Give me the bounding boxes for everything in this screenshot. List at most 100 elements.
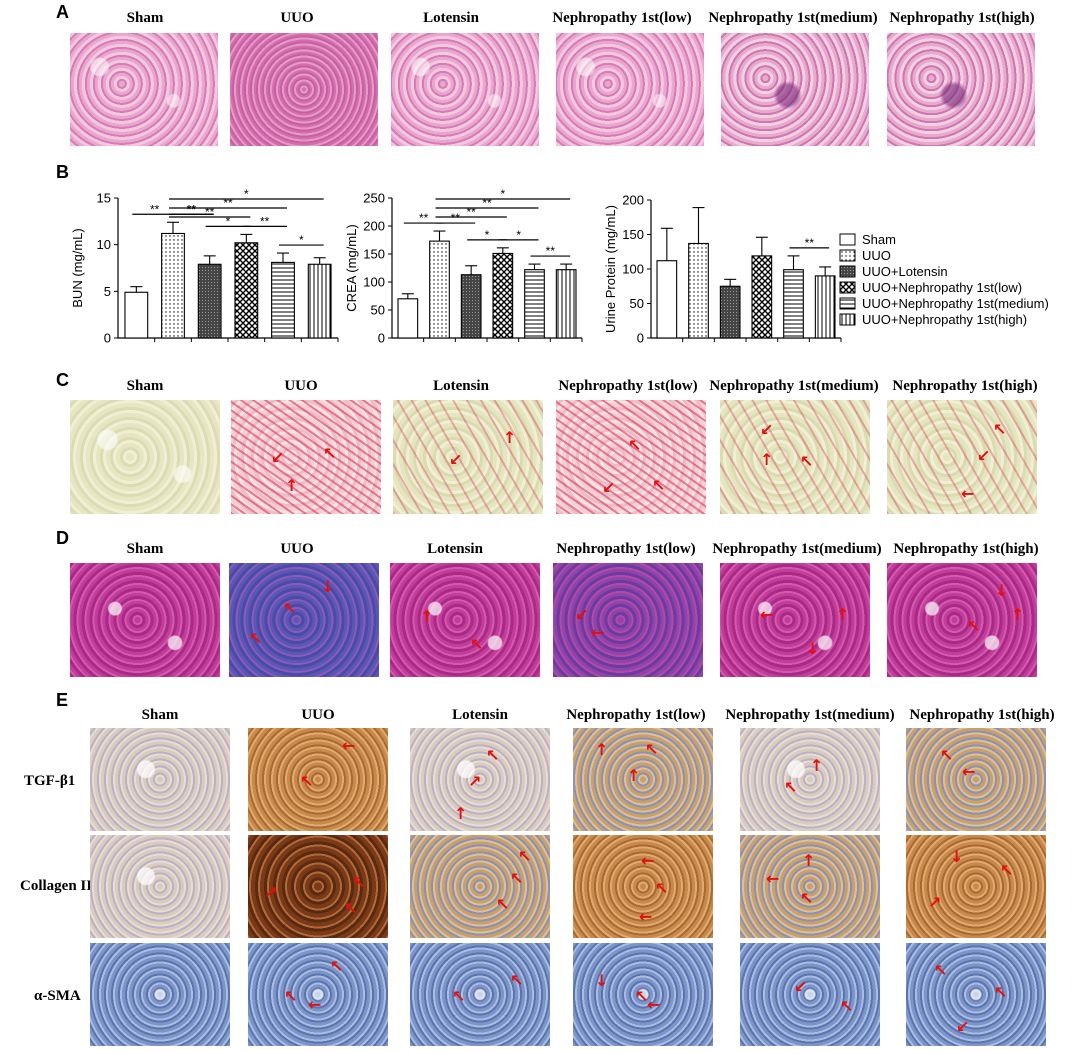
panel-c-title-low: Nephropathy 1st(low) [558, 378, 698, 394]
red-arrow-icon: ↓ [995, 581, 1009, 600]
legend-swatch [839, 313, 856, 326]
panel-label-d: D [56, 528, 69, 548]
red-arrow-icon: ↖ [452, 987, 466, 1006]
y-tick-label: 5 [104, 284, 111, 299]
significance-label: ** [546, 244, 556, 258]
micrograph-e-col-lotensin: ↖ ↖ ↖ [410, 835, 550, 938]
significance-label: ** [150, 202, 160, 216]
micrograph-e-sma-lotensin: ↖ ↖ [410, 943, 550, 1046]
red-arrow-icon: ↑ [595, 740, 609, 759]
micrograph-e-col-high: ↓ ↖ ↗ [906, 835, 1046, 938]
y-tick-label: 100 [363, 275, 385, 290]
panel-d-title-low: Nephropathy 1st(low) [556, 541, 696, 557]
significance-label: ** [223, 196, 233, 210]
micrograph-e-tgf-high: ↖ ← [906, 728, 1046, 831]
red-arrow-icon: ↙ [794, 977, 808, 996]
bar [161, 232, 185, 339]
red-arrow-icon: ↖ [652, 476, 666, 495]
panel-e-title-lotensin: Lotensin [452, 707, 508, 723]
red-arrow-icon: ↑ [420, 607, 434, 626]
significance-label: ** [205, 205, 215, 219]
significance-label: ** [187, 202, 197, 216]
red-arrow-icon: ↗ [264, 883, 278, 902]
micrograph-c-high: ↖ ↙ ← [887, 400, 1037, 514]
legend-swatch [839, 297, 856, 310]
bar [271, 261, 295, 339]
y-tick-label: 50 [371, 303, 385, 318]
legend-entry: UUO+Nephropathy 1st(low) [862, 280, 1022, 295]
red-arrow-icon: ↖ [518, 847, 532, 866]
y-tick-label: 200 [363, 219, 385, 234]
micrograph-a-sham [70, 33, 218, 146]
bar [524, 269, 545, 339]
red-arrow-icon: ↙ [271, 448, 285, 467]
panel-d-title-uuo: UUO [280, 541, 314, 557]
y-tick-label: 150 [363, 247, 385, 262]
y-tick-label: 15 [97, 191, 111, 206]
y-axis-label: BUN (mg/mL) [70, 228, 85, 307]
bar [197, 263, 222, 339]
red-arrow-icon: ↖ [655, 879, 669, 898]
red-arrow-icon: ↖ [840, 997, 854, 1016]
micrograph-a-high [887, 33, 1035, 146]
micrograph-e-tgf-sham [90, 728, 230, 831]
panel-c-title-sham: Sham [126, 378, 164, 394]
red-arrow-icon: ↓ [950, 847, 964, 866]
red-arrow-icon: ↖ [940, 746, 954, 765]
micrograph-a-uuo [230, 33, 378, 146]
bar [460, 274, 482, 339]
bar [397, 298, 419, 339]
red-arrow-icon: ↖ [800, 889, 814, 908]
panel-c-title-uuo: UUO [284, 378, 318, 394]
micrograph-e-col-uuo: ↗ ↖ ↖ [248, 835, 388, 938]
y-tick-label: 150 [622, 227, 644, 242]
red-arrow-icon: ↖ [628, 436, 642, 455]
bar [492, 252, 514, 339]
micrograph-a-lotensin [391, 33, 539, 146]
red-arrow-icon: ← [647, 995, 661, 1014]
bar [688, 242, 709, 339]
y-tick-label: 0 [637, 331, 644, 346]
micrograph-e-tgf-medium: ↑ ↖ [740, 728, 880, 831]
micrograph-c-sham [70, 400, 220, 514]
red-arrow-icon: ↖ [352, 873, 366, 892]
bar [234, 242, 259, 339]
bar [124, 291, 149, 339]
red-arrow-icon: ↓ [595, 971, 609, 990]
y-axis-label: CREA (mg/mL) [344, 224, 359, 311]
significance-label: * [244, 187, 249, 201]
micrograph-c-lotensin: ↙ ↑ [393, 400, 543, 514]
red-arrow-icon: ← [639, 907, 653, 926]
bar [656, 260, 678, 339]
red-arrow-icon: ↖ [323, 444, 337, 463]
legend-entry: UUO [862, 248, 891, 263]
micrograph-e-col-sham [90, 835, 230, 938]
micrograph-d-medium: ← ↑ ↓ [720, 563, 870, 677]
red-arrow-icon: ↖ [510, 869, 524, 888]
y-tick-label: 50 [630, 296, 644, 311]
micrograph-e-tgf-lotensin: ↖ ↗ ↑ [410, 728, 550, 831]
red-arrow-icon: ↙ [449, 450, 463, 469]
legend-entry: UUO+Nephropathy 1st(medium) [862, 296, 1049, 311]
micrograph-a-medium [721, 33, 869, 146]
red-arrow-icon: ↖ [934, 961, 948, 980]
legend-entry: UUO+Nephropathy 1st(high) [862, 312, 1027, 327]
micrograph-a-low [556, 33, 704, 146]
panel-a-title-lotensin: Lotensin [423, 10, 479, 26]
panel-e-title-sham: Sham [141, 707, 179, 723]
red-arrow-icon: ↑ [836, 605, 850, 624]
micrograph-d-sham [70, 563, 220, 677]
y-tick-label: 10 [97, 237, 111, 252]
red-arrow-icon: ↖ [967, 617, 981, 636]
red-arrow-icon: ↖ [344, 899, 358, 918]
micrograph-e-tgf-low: ↑ ↖ ↑ [573, 728, 713, 831]
significance-label: * [485, 228, 490, 242]
legend-entry: Sham [862, 232, 896, 247]
y-axis-label: Urine Protein (mg/mL) [603, 205, 618, 333]
red-arrow-icon: ↙ [956, 1017, 970, 1036]
legend-swatch [839, 281, 856, 294]
panel-e-title-low: Nephropathy 1st(low) [566, 707, 706, 723]
red-arrow-icon: ↖ [800, 452, 814, 471]
red-arrow-icon: ← [308, 995, 322, 1014]
